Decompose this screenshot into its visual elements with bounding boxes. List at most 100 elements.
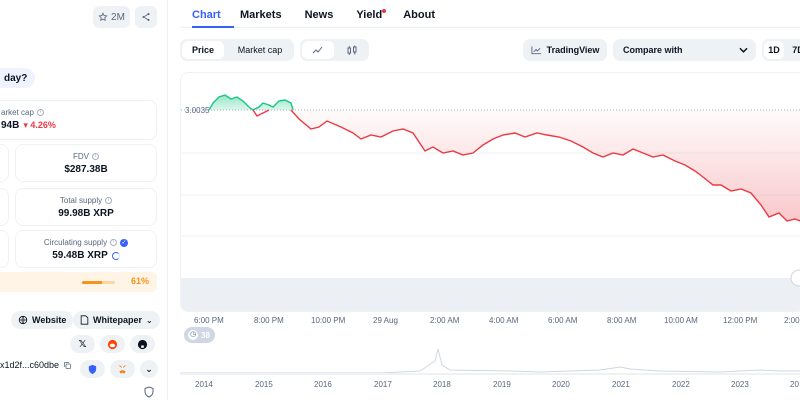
range-1d[interactable]: 1D: [764, 41, 784, 59]
price-line-down: [252, 109, 800, 222]
document-icon: [80, 315, 89, 325]
x-icon: 𝕏: [78, 338, 87, 350]
clock-icon: ◷: [188, 330, 198, 340]
chevron-down-icon: [739, 47, 748, 53]
info-icon[interactable]: i: [36, 109, 44, 116]
year-label: 2019: [493, 380, 511, 389]
circulating-supply-card: Circulating supply i ✓ 59.48B XRP: [15, 230, 157, 268]
coin-sidebar: 2M day? arket cap i 94B ▾ 4.26% FDV i $287.…: [0, 0, 168, 400]
supply-progress-value: 61%: [130, 276, 149, 286]
market-cap-card: arket cap i 94B ▾ 4.26%: [0, 100, 157, 140]
vol-mcap-card: [0, 188, 9, 226]
total-supply-value: 99.98B XRP: [58, 208, 114, 219]
x-tick-label: 12:00 PM: [723, 316, 758, 325]
market-cap-value: 94B: [1, 120, 20, 131]
reddit-link[interactable]: [100, 335, 125, 353]
range-7d[interactable]: 7D: [792, 45, 800, 55]
x-tick-label: 2:00 AM: [430, 316, 460, 325]
chart-style-toggle: [300, 39, 369, 61]
chart-metric-toggle: Price Market cap: [180, 39, 294, 61]
year-label: 2023: [731, 380, 749, 389]
info-icon[interactable]: i: [110, 239, 118, 246]
year-label: 2017: [374, 380, 392, 389]
scroll-chart-button[interactable]: [790, 269, 800, 287]
wallet-shield-button[interactable]: [80, 360, 105, 378]
tab-chart[interactable]: Chart: [192, 0, 234, 28]
navigator-history-line: [180, 348, 800, 374]
volume-card: [0, 144, 9, 182]
tab-markets[interactable]: Markets: [240, 9, 282, 21]
bottom-shield-icon: [143, 386, 155, 400]
x-tick-label: 6:00 PM: [194, 316, 224, 325]
reference-value-label: 3.0035: [185, 106, 210, 115]
new-indicator-dot: [382, 9, 387, 13]
metamask-icon: [118, 364, 127, 374]
total-supply-label: Total supply: [59, 196, 103, 205]
candlestick-icon: [347, 45, 356, 55]
share-button[interactable]: [135, 6, 157, 28]
github-link[interactable]: [130, 335, 155, 353]
info-icon[interactable]: i: [105, 197, 113, 204]
watchlist-button[interactable]: 2M: [93, 6, 130, 28]
circulating-supply-value: 59.48B XRP: [52, 250, 108, 261]
candle-chart-toggle[interactable]: [336, 41, 367, 59]
x-tick-label: 4:00 AM: [489, 316, 519, 325]
tab-yield[interactable]: Yield: [356, 0, 387, 28]
line-chart-icon: [312, 46, 323, 54]
year-label: 2016: [314, 380, 332, 389]
total-supply-card: Total supply i 99.98B XRP: [15, 188, 157, 226]
circulating-supply-label: Circulating supply: [43, 238, 108, 247]
loading-icon: [111, 251, 120, 260]
section-tabs: Chart Markets News Yield About: [180, 0, 800, 28]
info-icon[interactable]: i: [92, 153, 99, 160]
year-label: 2018: [433, 380, 451, 389]
price-chart[interactable]: 3.0035: [180, 72, 800, 312]
supply-progress-bar: [82, 281, 115, 284]
line-chart-toggle[interactable]: [302, 41, 334, 59]
globe-icon: [18, 315, 28, 325]
x-tick-label: 2:00: [784, 316, 800, 325]
metamask-button[interactable]: [110, 360, 135, 378]
x-tick-label: 10:00 AM: [664, 316, 698, 325]
x-social-link[interactable]: 𝕏: [70, 335, 95, 353]
fdv-label: FDV: [73, 152, 89, 161]
tradingview-button[interactable]: TradingView: [523, 39, 607, 61]
chevron-down-icon: ⌄: [146, 315, 153, 325]
market-cap-label: arket cap: [1, 108, 34, 117]
price-chart-svg: 3.0035: [181, 94, 800, 311]
compare-with-dropdown[interactable]: Compare with: [613, 39, 756, 61]
tab-news[interactable]: News: [304, 9, 334, 21]
shield-icon: [88, 364, 97, 374]
range-navigator[interactable]: [180, 343, 800, 375]
volume-bars: [181, 278, 800, 311]
whitepaper-dropdown[interactable]: Whitepaper ⌄: [73, 311, 160, 329]
question-pill[interactable]: day?: [0, 68, 36, 88]
year-label: 2022: [672, 380, 690, 389]
price-area-down: [291, 110, 800, 221]
year-label: 2021: [612, 380, 630, 389]
reddit-icon: [107, 339, 118, 349]
year-label: 20: [790, 380, 799, 389]
share-icon: [142, 13, 150, 21]
supply-progress: 61%: [0, 272, 157, 292]
max-supply-card: [0, 230, 9, 268]
time-range-selector: 1D 7D: [762, 39, 800, 61]
tab-about[interactable]: About: [403, 9, 435, 21]
x-tick-label: 8:00 PM: [254, 316, 284, 325]
website-link[interactable]: Website: [11, 311, 74, 329]
x-tick-label: 6:00 AM: [548, 316, 578, 325]
price-toggle[interactable]: Price: [182, 41, 224, 59]
market-cap-toggle[interactable]: Market cap: [237, 45, 283, 55]
events-badge[interactable]: ◷ 38: [184, 327, 215, 343]
year-label: 2020: [552, 380, 570, 389]
watchlist-count: 2M: [111, 11, 125, 23]
contract-address: x1d2f...c60dbe: [0, 360, 72, 370]
copy-icon[interactable]: [63, 361, 72, 370]
market-cap-change: ▾ 4.26%: [23, 120, 56, 130]
x-tick-label: 29 Aug: [373, 316, 398, 325]
verified-icon: ✓: [120, 238, 129, 247]
fdv-card: FDV i $287.38B: [15, 144, 157, 182]
year-label: 2015: [255, 380, 273, 389]
github-icon: [137, 339, 148, 349]
more-wallets-button[interactable]: ⌄: [140, 360, 158, 378]
